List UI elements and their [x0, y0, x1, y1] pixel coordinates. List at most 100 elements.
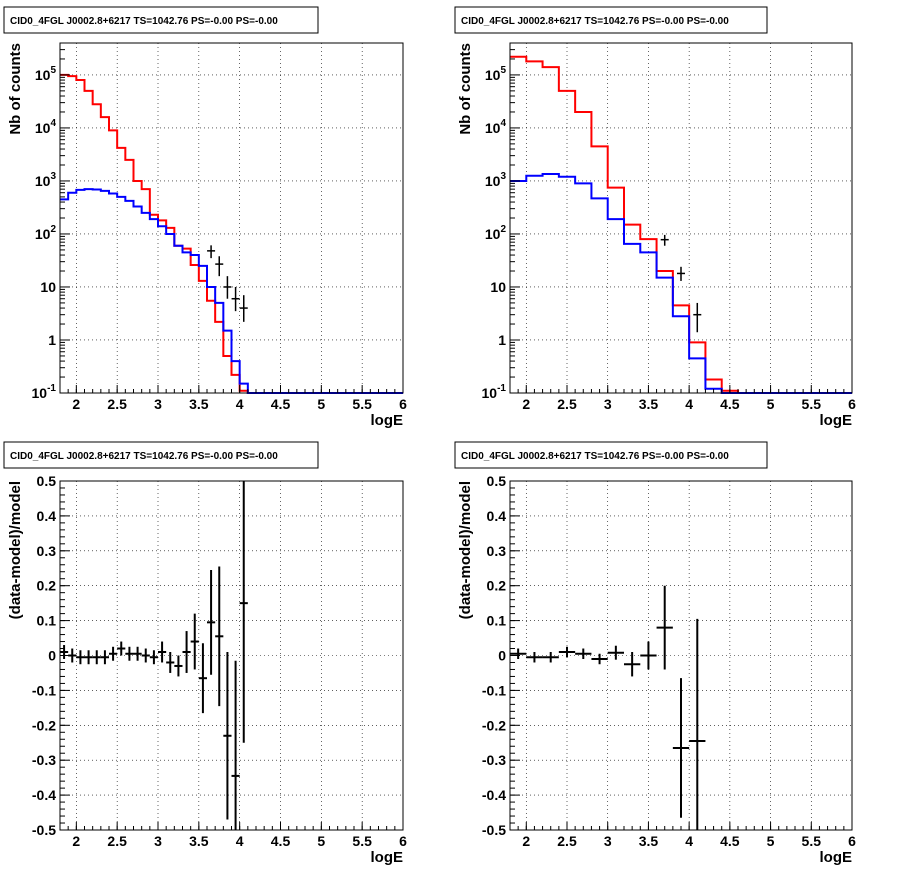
x-tick-label: 5	[767, 833, 775, 849]
chart-title: CID0_4FGL J0002.8+6217 TS=1042.76 PS=-0.…	[10, 16, 278, 27]
y-tick-label: 102	[485, 224, 507, 242]
y-tick-label: -0.2	[32, 717, 56, 733]
residual-point	[624, 652, 641, 677]
chart-title-box: CID0_4FGL J0002.8+6217 TS=1042.76 PS=-0.…	[3, 441, 319, 469]
residual-point	[510, 648, 527, 659]
y-tick-label: -0.5	[482, 822, 506, 838]
y-tick-label: 0	[48, 648, 56, 664]
chart-title: CID0_4FGL J0002.8+6217 TS=1042.76 PS=-0.…	[10, 451, 278, 462]
y-tick-label: 0.3	[487, 543, 507, 559]
y-tick-label: 104	[35, 118, 57, 136]
y-tick-label: -0.2	[482, 717, 506, 733]
x-axis-label: logE	[820, 849, 853, 866]
y-tick-label: 102	[35, 224, 57, 242]
x-tick-label: 6	[399, 396, 407, 412]
histogram-line-2	[510, 173, 852, 394]
y-tick-label: 103	[35, 171, 57, 189]
x-tick-label: 3	[604, 396, 612, 412]
x-tick-label: 4.5	[720, 396, 740, 412]
x-tick-label: 4	[236, 396, 244, 412]
x-axis-label: logE	[820, 412, 853, 429]
x-tick-label: 3.5	[639, 833, 659, 849]
y-axis-label: Nb of counts	[457, 43, 474, 135]
y-axis-label: (data-model)/model	[457, 481, 474, 619]
histogram-line-1	[510, 55, 852, 394]
residual-point	[215, 566, 224, 707]
y-tick-label: -0.3	[32, 752, 56, 768]
residual-point	[117, 641, 126, 656]
x-tick-label: 2	[72, 833, 80, 849]
residual-point	[239, 481, 248, 743]
title-frame	[3, 6, 319, 34]
y-tick-label: 0.4	[487, 508, 507, 524]
x-tick-label: 2.5	[557, 833, 577, 849]
chart-panel-3: CID0_4FGL J0002.8+6217 TS=1042.76 PS=-0.…	[3, 441, 407, 866]
x-axis-label: logE	[371, 849, 404, 866]
residual-point	[575, 648, 592, 659]
residual-point	[100, 650, 109, 665]
chart-title-box: CID0_4FGL J0002.8+6217 TS=1042.76 PS=-0.…	[3, 6, 319, 34]
residual-point	[92, 650, 101, 665]
residual-point	[672, 678, 690, 818]
x-tick-label: 5.5	[352, 396, 372, 412]
x-tick-label: 2.5	[107, 396, 127, 412]
residual-point	[689, 618, 706, 830]
x-tick-label: 6	[848, 833, 856, 849]
data-point	[223, 276, 232, 299]
residual-point	[656, 585, 673, 670]
residual-point	[84, 650, 93, 665]
y-tick-label: -0.1	[482, 682, 506, 698]
y-tick-label: -0.3	[482, 752, 506, 768]
residual-point	[166, 652, 175, 673]
y-axis-label: Nb of counts	[7, 43, 24, 135]
residual-point	[190, 613, 199, 670]
y-tick-label: 0.1	[487, 613, 507, 629]
title-frame	[3, 441, 319, 469]
x-tick-label: 2.5	[557, 396, 577, 412]
data-point	[660, 234, 669, 246]
x-tick-label: 5.5	[802, 833, 822, 849]
y-tick-label: 1	[48, 332, 56, 348]
x-tick-label: 3.5	[639, 396, 659, 412]
residual-point	[182, 631, 191, 673]
x-tick-label: 3	[604, 833, 612, 849]
data-point	[677, 266, 685, 281]
y-tick-label: 105	[35, 65, 57, 83]
x-tick-label: 3.5	[189, 833, 209, 849]
plot-frame	[59, 480, 404, 831]
y-tick-label: 0	[498, 648, 506, 664]
y-tick-label: 103	[485, 171, 507, 189]
x-tick-label: 2	[522, 396, 530, 412]
x-tick-label: 2	[522, 833, 530, 849]
chart-title-box: CID0_4FGL J0002.8+6217 TS=1042.76 PS=-0.…	[454, 6, 768, 34]
x-tick-label: 6	[399, 833, 407, 849]
x-tick-label: 5	[767, 396, 775, 412]
residual-point	[542, 652, 559, 663]
y-tick-label: 0.3	[37, 543, 57, 559]
data-point	[693, 302, 702, 333]
x-tick-label: 3	[154, 396, 162, 412]
y-tick-label: 0.5	[487, 473, 507, 489]
residual-point	[198, 643, 207, 714]
residual-point	[60, 645, 69, 659]
residual-point	[149, 650, 158, 665]
x-tick-label: 2.5	[107, 833, 127, 849]
residual-point	[109, 646, 118, 661]
residual-point	[158, 641, 167, 663]
x-tick-label: 4.5	[271, 833, 291, 849]
y-tick-label: -0.5	[32, 822, 56, 838]
chart-title: CID0_4FGL J0002.8+6217 TS=1042.76 PS=-0.…	[461, 451, 729, 462]
y-tick-label: 104	[485, 118, 507, 136]
x-tick-label: 5.5	[802, 396, 822, 412]
residual-point	[207, 569, 216, 675]
residual-point	[231, 660, 240, 830]
residual-point	[125, 646, 134, 661]
residual-point	[526, 652, 543, 663]
x-tick-label: 3	[154, 833, 162, 849]
y-tick-label: 10	[40, 279, 56, 295]
chart-panel-4: CID0_4FGL J0002.8+6217 TS=1042.76 PS=-0.…	[454, 441, 856, 866]
y-tick-label: 0.5	[37, 473, 57, 489]
y-tick-label: 0.1	[37, 613, 57, 629]
residual-point	[76, 650, 85, 665]
